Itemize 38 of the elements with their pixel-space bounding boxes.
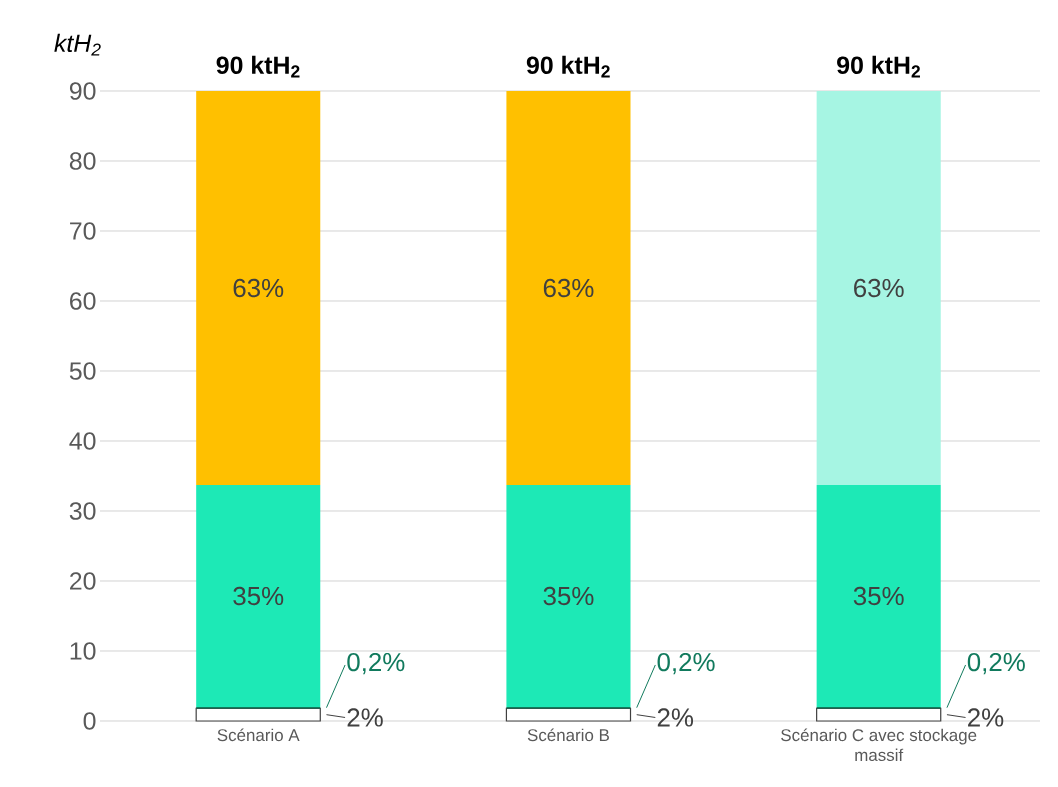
bar	[195, 707, 321, 722]
annotation: 0,2%	[347, 652, 405, 675]
y-tick-label: 10	[70, 642, 96, 660]
y-tick-label: 50	[69, 362, 96, 380]
bar	[816, 707, 942, 722]
bar	[505, 707, 632, 722]
total-label: 90 ktH$_{2}$	[526, 55, 610, 78]
total-label: 90 ktH$_{2}$	[837, 55, 920, 78]
annotation: 2%	[968, 708, 1004, 727]
y-axis-title: ktH$_{2}$	[54, 33, 101, 56]
annotation: 63%	[854, 278, 904, 298]
x-tick-label: Scénario C avec stockage massif	[781, 728, 977, 762]
annotation: 0,2%	[657, 652, 715, 675]
bar	[506, 90, 631, 486]
y-tick-label: 40	[69, 432, 96, 450]
annotation: 2%	[657, 708, 694, 727]
bar	[196, 485, 321, 707]
x-tick-label: Scénario A	[217, 728, 300, 742]
bar	[816, 90, 941, 486]
annotation: 0,2%	[967, 652, 1025, 675]
bar	[196, 90, 321, 486]
y-tick-label: 20	[70, 572, 96, 590]
y-tick-label: 60	[70, 292, 96, 310]
y-tick-label: 30	[69, 502, 96, 520]
annotation: 35%	[233, 586, 284, 606]
y-tick-label: 80	[69, 152, 96, 170]
y-tick-label: 70	[70, 222, 96, 240]
y-tick-label: 0	[83, 712, 96, 730]
annotation: 35%	[853, 586, 904, 606]
bar	[506, 485, 631, 707]
annotation: 2%	[347, 708, 383, 727]
bar	[816, 485, 941, 707]
x-tick-label: Scénario B	[527, 728, 609, 742]
annotation: 63%	[233, 278, 284, 298]
y-tick-label: 90	[69, 82, 96, 100]
total-label: 90 ktH$_{2}$	[216, 55, 300, 78]
annotation: 63%	[543, 278, 594, 298]
annotation: 35%	[543, 586, 594, 606]
